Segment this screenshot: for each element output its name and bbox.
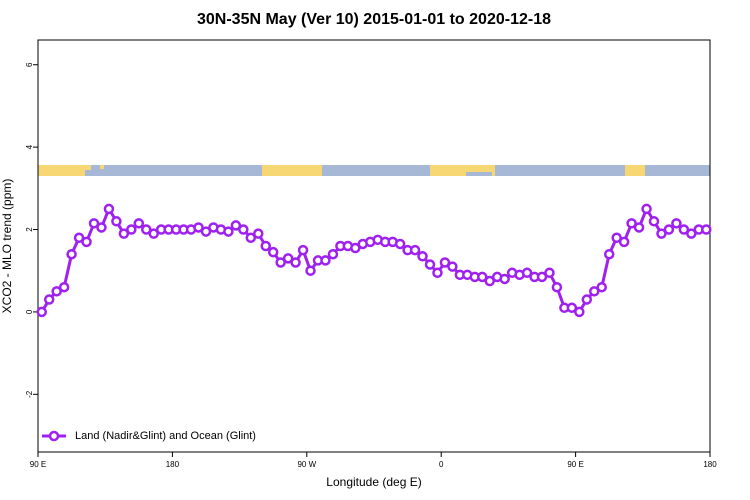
data-point xyxy=(633,222,645,233)
data-point xyxy=(275,257,286,268)
data-point xyxy=(686,228,697,239)
data-point xyxy=(432,267,443,279)
data-point xyxy=(111,216,122,227)
data-point xyxy=(148,228,159,239)
legend-label: Land (Nadir&Glint) and Ocean (Glint) xyxy=(75,430,256,442)
data-point xyxy=(253,228,264,239)
data-point xyxy=(88,218,100,229)
data-point xyxy=(521,267,533,279)
data-point xyxy=(297,244,309,256)
data-point xyxy=(58,281,70,293)
x-tick-label: 0 xyxy=(439,460,444,469)
data-point xyxy=(417,251,428,262)
data-point xyxy=(641,203,652,215)
data-point xyxy=(663,224,675,235)
data-point xyxy=(81,236,92,248)
data-point xyxy=(544,267,555,279)
data-point xyxy=(618,236,630,248)
data-point xyxy=(43,294,55,305)
data-point xyxy=(701,224,712,235)
data-point xyxy=(566,302,578,314)
data-point xyxy=(267,246,279,258)
x-tick-label: 90 E xyxy=(30,460,46,469)
y-tick-label: 4 xyxy=(25,144,34,149)
data-point xyxy=(327,248,339,260)
data-point xyxy=(648,216,660,227)
x-axis-label: Longitude (deg E) xyxy=(326,475,421,489)
data-point xyxy=(439,257,451,268)
data-point xyxy=(305,265,316,276)
data-point xyxy=(51,286,62,297)
y-axis-label: XCO2 - MLO trend (ppm) xyxy=(0,179,14,314)
data-point xyxy=(603,248,615,260)
data-point xyxy=(424,259,436,270)
data-point xyxy=(118,228,130,239)
data-point xyxy=(551,281,563,293)
data-point xyxy=(678,224,690,235)
land-ocean-strip xyxy=(38,165,710,176)
data-point xyxy=(133,218,145,229)
data-point xyxy=(126,224,137,235)
data-point xyxy=(536,271,548,283)
y-tick-label: 6 xyxy=(25,62,34,67)
data-point xyxy=(282,253,294,264)
data-point xyxy=(589,286,600,297)
data-point xyxy=(36,306,47,318)
x-tick-label: 90 E xyxy=(567,460,583,469)
plot-frame xyxy=(37,39,711,453)
data-point xyxy=(200,226,212,237)
data-point xyxy=(447,261,458,272)
data-point xyxy=(73,232,85,244)
data-point xyxy=(103,203,115,215)
y-tick-label: 2 xyxy=(25,227,34,232)
data-point xyxy=(574,306,585,318)
data-point xyxy=(409,244,421,256)
data-point xyxy=(394,238,406,250)
data-point xyxy=(626,218,637,229)
data-point xyxy=(320,255,331,266)
data-point xyxy=(238,224,249,235)
data-point xyxy=(141,224,152,235)
x-tick-label: 180 xyxy=(703,460,717,469)
data-point xyxy=(596,281,607,293)
data-point xyxy=(260,240,271,252)
data-point xyxy=(611,232,622,244)
data-point xyxy=(223,226,234,237)
data-point xyxy=(245,232,257,244)
y-tick-label: -2 xyxy=(25,390,34,398)
data-point xyxy=(66,248,77,260)
data-point xyxy=(230,220,242,231)
data-point xyxy=(350,242,361,254)
data-point xyxy=(477,271,488,283)
y-tick-label: 0 xyxy=(25,309,34,314)
data-point xyxy=(671,218,682,229)
x-tick-label: 180 xyxy=(166,460,180,469)
data-point xyxy=(656,228,667,239)
data-point xyxy=(193,222,204,233)
data-point xyxy=(484,275,495,287)
legend-marker xyxy=(48,430,60,442)
data-point xyxy=(581,294,593,305)
x-tick-label: 90 W xyxy=(297,460,316,469)
data-point xyxy=(499,273,510,285)
chart-title: 30N-35N May (Ver 10) 2015-01-01 to 2020-… xyxy=(197,11,551,28)
data-point xyxy=(290,257,301,268)
data-point xyxy=(96,222,107,233)
